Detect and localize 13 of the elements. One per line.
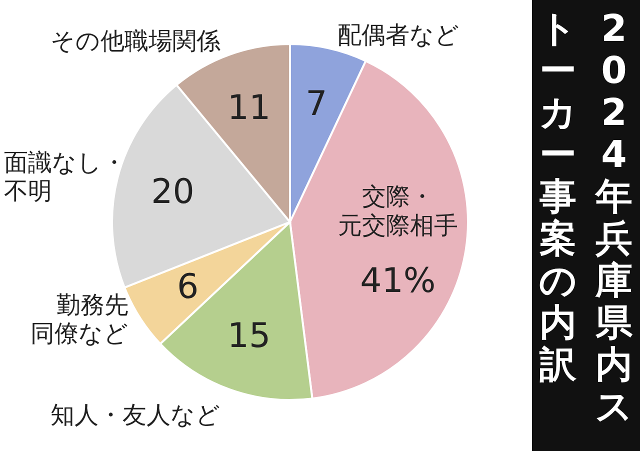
chart-title: 2024年兵庫県内ストーカー事案の内訳 bbox=[539, 7, 633, 428]
slice-label: 交際・元交際相手 bbox=[338, 182, 458, 240]
data-label: 7 bbox=[306, 84, 328, 124]
slice-label: 配偶者など bbox=[338, 20, 460, 49]
data-label: 15 bbox=[227, 316, 271, 356]
slice-label: 勤務先同僚など bbox=[30, 290, 129, 348]
slice-label: 知人・友人など bbox=[50, 400, 220, 429]
data-label: 6 bbox=[176, 266, 199, 307]
data-label: 11 bbox=[227, 88, 271, 128]
data-label: 20 bbox=[151, 172, 194, 212]
slice-label: 面識なし・不明 bbox=[4, 148, 126, 206]
data-label: 41% bbox=[360, 260, 436, 301]
slice-label: その他職場関係 bbox=[50, 27, 220, 56]
